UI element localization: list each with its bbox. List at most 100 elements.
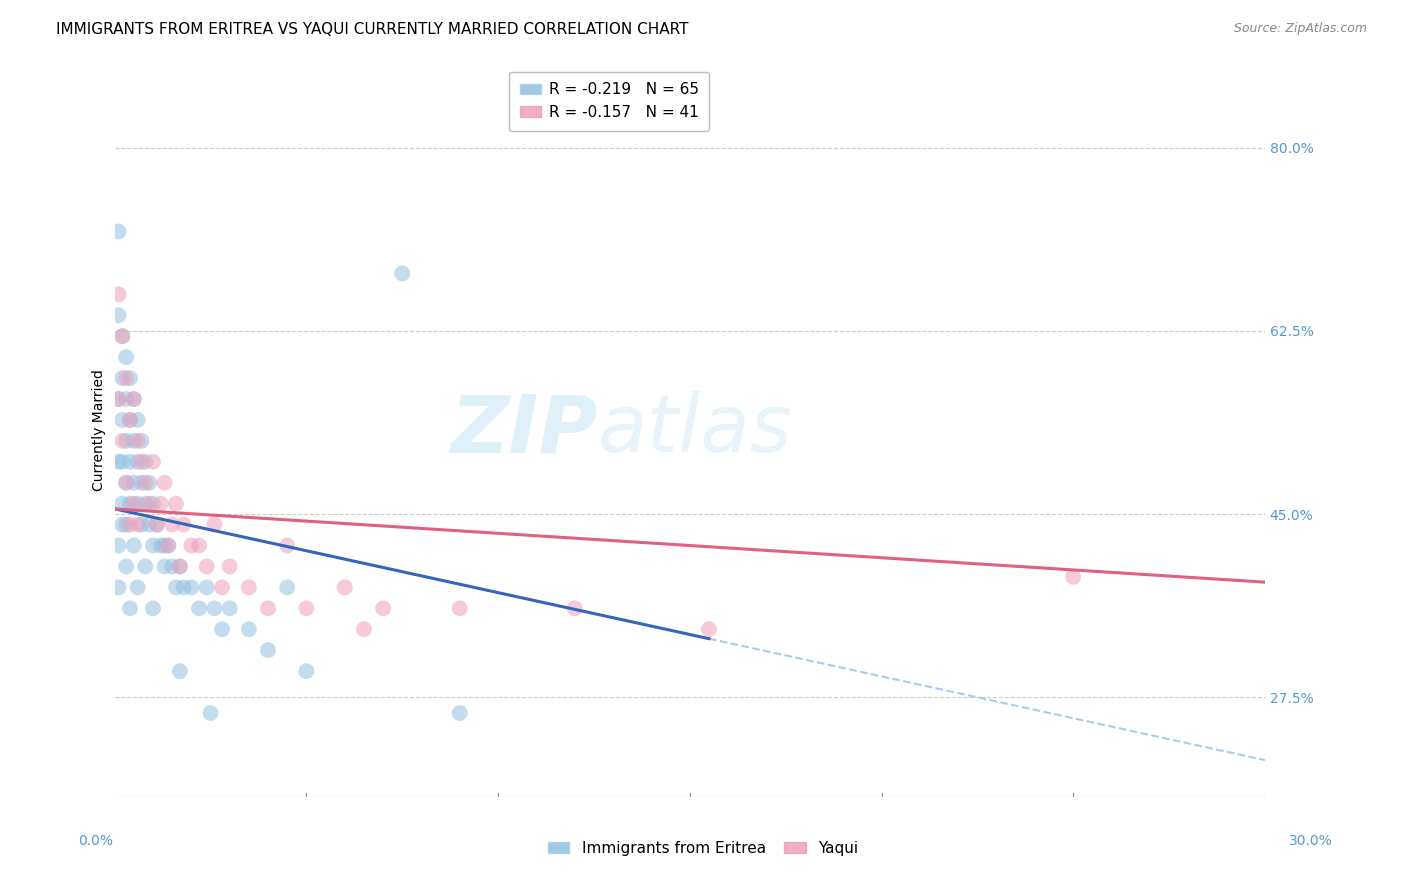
- Point: [211, 622, 233, 636]
- Point: [115, 475, 138, 490]
- Point: [134, 455, 156, 469]
- Point: [115, 434, 138, 448]
- Y-axis label: Currently Married: Currently Married: [93, 369, 107, 491]
- Point: [122, 497, 145, 511]
- Point: [157, 539, 180, 553]
- Point: [173, 517, 195, 532]
- Point: [153, 559, 176, 574]
- Point: [122, 392, 145, 406]
- Point: [138, 475, 160, 490]
- Point: [391, 266, 413, 280]
- Point: [118, 497, 141, 511]
- Point: [122, 434, 145, 448]
- Point: [111, 455, 134, 469]
- Point: [127, 434, 149, 448]
- Point: [107, 539, 129, 553]
- Legend: Immigrants from Eritrea, Yaqui: Immigrants from Eritrea, Yaqui: [541, 835, 865, 862]
- Point: [160, 559, 183, 574]
- Point: [195, 581, 218, 595]
- Point: [118, 455, 141, 469]
- Point: [127, 581, 149, 595]
- Point: [169, 559, 191, 574]
- Point: [134, 475, 156, 490]
- Point: [697, 622, 720, 636]
- Point: [353, 622, 375, 636]
- Point: [195, 559, 218, 574]
- Point: [218, 601, 240, 615]
- Point: [118, 371, 141, 385]
- Point: [238, 622, 260, 636]
- Point: [149, 539, 172, 553]
- Point: [111, 329, 134, 343]
- Point: [111, 434, 134, 448]
- Point: [118, 517, 141, 532]
- Point: [115, 559, 138, 574]
- Point: [188, 601, 211, 615]
- Point: [165, 581, 187, 595]
- Text: 30.0%: 30.0%: [1288, 834, 1333, 848]
- Point: [1062, 570, 1084, 584]
- Point: [118, 413, 141, 427]
- Point: [127, 497, 149, 511]
- Point: [127, 455, 149, 469]
- Text: IMMIGRANTS FROM ERITREA VS YAQUI CURRENTLY MARRIED CORRELATION CHART: IMMIGRANTS FROM ERITREA VS YAQUI CURRENT…: [56, 22, 689, 37]
- Text: atlas: atlas: [598, 392, 793, 469]
- Point: [371, 601, 394, 615]
- Point: [238, 581, 260, 595]
- Point: [115, 392, 138, 406]
- Text: ZIP: ZIP: [450, 392, 598, 469]
- Point: [295, 601, 318, 615]
- Point: [111, 371, 134, 385]
- Point: [180, 539, 202, 553]
- Point: [142, 539, 165, 553]
- Legend: R = -0.219   N = 65, R = -0.157   N = 41: R = -0.219 N = 65, R = -0.157 N = 41: [509, 71, 710, 131]
- Point: [111, 413, 134, 427]
- Point: [107, 225, 129, 239]
- Point: [115, 475, 138, 490]
- Point: [107, 581, 129, 595]
- Point: [157, 539, 180, 553]
- Point: [449, 706, 471, 720]
- Point: [169, 559, 191, 574]
- Point: [122, 539, 145, 553]
- Point: [211, 581, 233, 595]
- Point: [169, 664, 191, 678]
- Point: [138, 497, 160, 511]
- Point: [118, 601, 141, 615]
- Point: [111, 329, 134, 343]
- Point: [131, 517, 153, 532]
- Point: [115, 517, 138, 532]
- Point: [118, 413, 141, 427]
- Point: [111, 497, 134, 511]
- Point: [127, 517, 149, 532]
- Point: [202, 517, 225, 532]
- Text: Source: ZipAtlas.com: Source: ZipAtlas.com: [1233, 22, 1367, 36]
- Point: [127, 413, 149, 427]
- Point: [202, 601, 225, 615]
- Point: [160, 517, 183, 532]
- Point: [138, 517, 160, 532]
- Point: [276, 539, 298, 553]
- Point: [153, 539, 176, 553]
- Point: [107, 308, 129, 322]
- Point: [146, 517, 169, 532]
- Text: 0.0%: 0.0%: [79, 834, 112, 848]
- Point: [188, 539, 211, 553]
- Point: [122, 392, 145, 406]
- Point: [333, 581, 356, 595]
- Point: [122, 475, 145, 490]
- Point: [142, 455, 165, 469]
- Point: [153, 475, 176, 490]
- Point: [115, 350, 138, 364]
- Point: [449, 601, 471, 615]
- Point: [115, 371, 138, 385]
- Point: [107, 392, 129, 406]
- Point: [142, 601, 165, 615]
- Point: [165, 497, 187, 511]
- Point: [257, 601, 280, 615]
- Point: [111, 517, 134, 532]
- Point: [295, 664, 318, 678]
- Point: [107, 455, 129, 469]
- Point: [173, 581, 195, 595]
- Point: [200, 706, 222, 720]
